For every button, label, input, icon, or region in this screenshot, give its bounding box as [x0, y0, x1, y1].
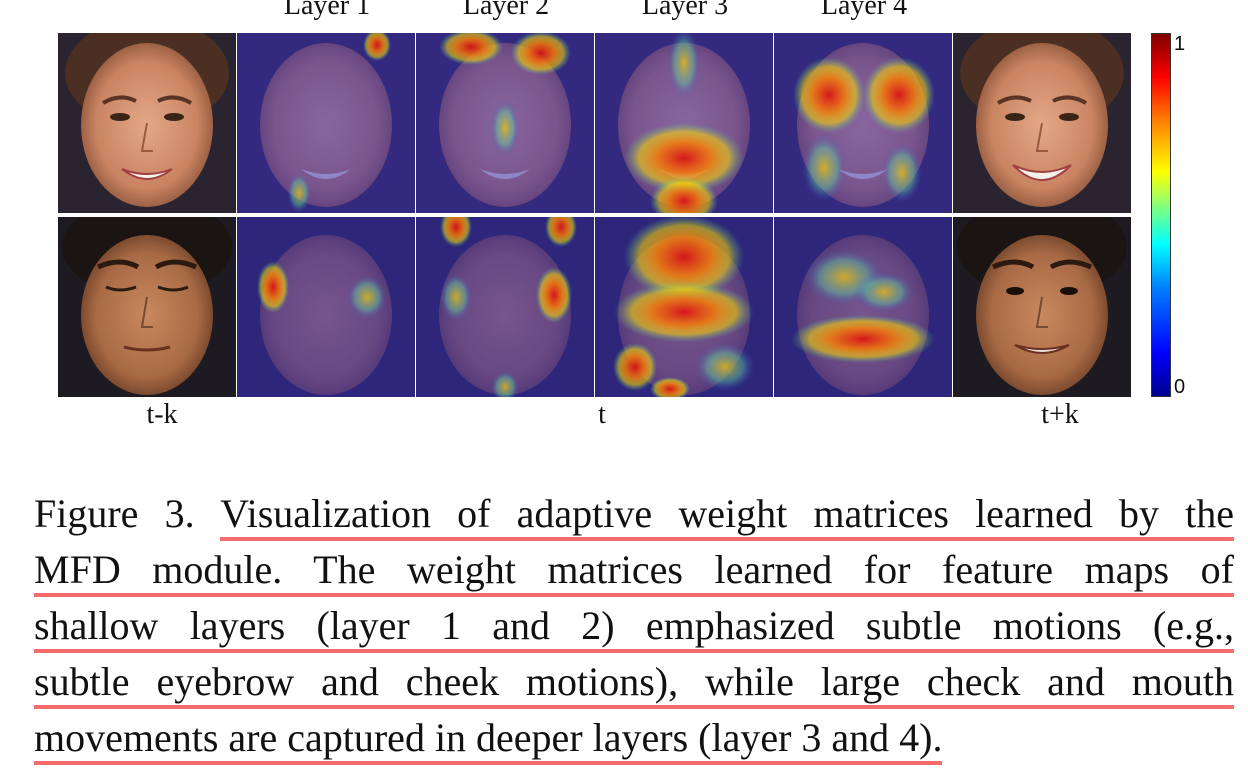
row1-layer-3-heatmap — [595, 33, 773, 213]
caption-highlight-4: subtle eyebrow and cheek motions), while… — [34, 659, 1234, 709]
caption-line-3: shallow layers (layer 1 and 2) emphasize… — [34, 598, 1234, 654]
colorbar — [1151, 33, 1171, 397]
time-label-t: t — [598, 399, 606, 430]
caption-line-4: subtle eyebrow and cheek motions), while… — [34, 654, 1234, 710]
row1-layer-1-heatmap — [237, 33, 415, 213]
row1-frame-t-plus-k — [953, 33, 1131, 213]
time-label-t-minus-k: t-k — [146, 399, 178, 430]
colorbar-min-label: 0 — [1174, 376, 1186, 398]
row2-layer-2-heatmap — [416, 217, 594, 397]
caption-line-1: Figure 3. Visualization of adaptive weig… — [34, 486, 1234, 542]
layer-1-label: Layer 1 — [283, 0, 371, 21]
caption-highlight-5: movements are captured in deeper layers … — [34, 715, 943, 765]
figure-caption: Figure 3. Visualization of adaptive weig… — [34, 486, 1234, 766]
row1-layer-2-heatmap — [416, 33, 594, 213]
row2-frame-t-plus-k — [953, 217, 1131, 397]
row1-layer-4-heatmap — [774, 33, 952, 213]
caption-highlight-2: MFD module. The weight matrices learned … — [34, 547, 1234, 597]
time-label-t-plus-k: t+k — [1041, 399, 1079, 430]
row2-layer-4-heatmap — [774, 217, 952, 397]
caption-highlight-1: Visualization of adaptive weight matrice… — [220, 491, 1234, 541]
caption-line-5: movements are captured in deeper layers … — [34, 710, 1234, 766]
layer-4-label: Layer 4 — [820, 0, 908, 21]
attention-figure-grid — [58, 33, 1136, 397]
caption-prefix: Figure 3. — [34, 491, 221, 536]
layer-2-label: Layer 2 — [462, 0, 550, 21]
row2-layer-1-heatmap — [237, 217, 415, 397]
caption-highlight-3: shallow layers (layer 1 and 2) emphasize… — [34, 603, 1234, 653]
row2-frame-t-minus-k — [58, 217, 236, 397]
colorbar-max-label: 1 — [1174, 33, 1186, 55]
row2-layer-3-heatmap — [595, 217, 773, 397]
caption-line-2: MFD module. The weight matrices learned … — [34, 542, 1234, 598]
row1-frame-t-minus-k — [58, 33, 236, 213]
layer-3-label: Layer 3 — [641, 0, 729, 21]
